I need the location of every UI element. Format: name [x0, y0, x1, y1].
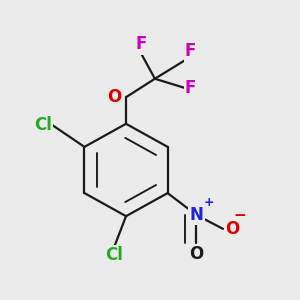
Text: Cl: Cl [34, 116, 52, 134]
Text: F: F [185, 42, 196, 60]
Text: +: + [203, 196, 214, 209]
Text: N: N [190, 206, 203, 224]
Text: O: O [225, 220, 240, 238]
Text: Cl: Cl [106, 246, 123, 264]
Text: F: F [185, 79, 196, 97]
Text: F: F [135, 35, 147, 53]
Text: O: O [189, 245, 204, 263]
Text: O: O [107, 88, 122, 106]
Text: −: − [233, 208, 246, 223]
